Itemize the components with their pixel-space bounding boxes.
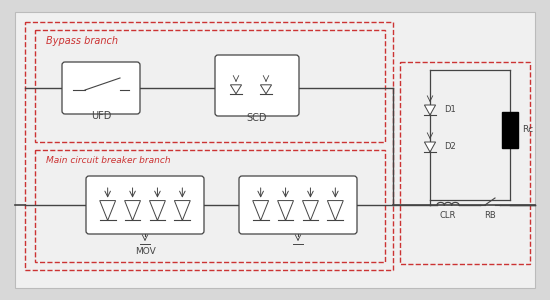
FancyBboxPatch shape xyxy=(86,176,204,234)
Text: SCD: SCD xyxy=(247,113,267,123)
Polygon shape xyxy=(174,201,190,220)
Text: Rc: Rc xyxy=(522,125,533,134)
Text: UFD: UFD xyxy=(91,111,111,121)
Polygon shape xyxy=(302,201,318,220)
FancyBboxPatch shape xyxy=(215,55,299,116)
Text: Bypass branch: Bypass branch xyxy=(46,36,118,46)
FancyBboxPatch shape xyxy=(62,62,140,114)
Bar xyxy=(502,112,518,148)
Polygon shape xyxy=(125,201,140,220)
Polygon shape xyxy=(100,201,116,220)
Polygon shape xyxy=(278,201,294,220)
Text: D2: D2 xyxy=(444,142,456,151)
Polygon shape xyxy=(253,201,268,220)
Polygon shape xyxy=(425,142,436,152)
Polygon shape xyxy=(327,201,343,220)
Polygon shape xyxy=(260,85,272,94)
Polygon shape xyxy=(425,105,436,115)
Text: CLR: CLR xyxy=(440,211,456,220)
Text: MOV: MOV xyxy=(135,247,155,256)
FancyBboxPatch shape xyxy=(239,176,357,234)
Polygon shape xyxy=(150,201,166,220)
Text: D1: D1 xyxy=(444,105,456,114)
Polygon shape xyxy=(230,85,241,94)
Text: Main circuit breaker branch: Main circuit breaker branch xyxy=(46,156,170,165)
Text: RB: RB xyxy=(484,211,496,220)
